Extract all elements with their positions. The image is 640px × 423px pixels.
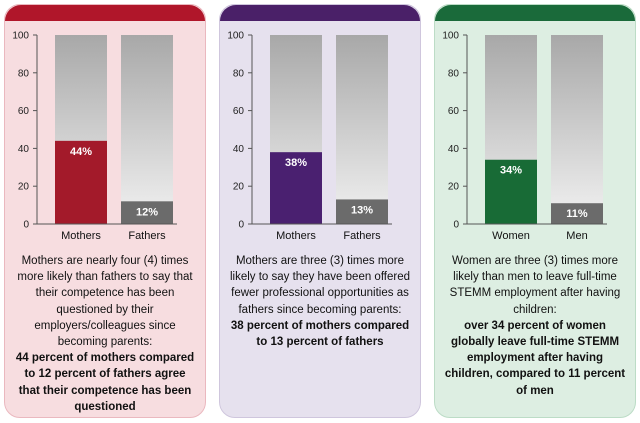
y-tick-label: 0 <box>453 220 459 231</box>
bar-fathers <box>336 199 388 224</box>
bar-value-label: 12% <box>136 206 158 218</box>
y-tick-label: 40 <box>448 144 460 155</box>
y-tick-label: 80 <box>448 68 460 79</box>
caption-highlight: 38 percent of mothers compared to 13 per… <box>230 319 410 349</box>
bar-fathers <box>121 201 173 224</box>
category-label: Mothers <box>61 230 101 242</box>
category-label: Fathers <box>128 230 166 242</box>
panel-top-bar <box>435 5 635 21</box>
bar-value-label: 44% <box>70 146 92 158</box>
y-tick-label: 0 <box>23 220 29 231</box>
category-label: Fathers <box>343 230 381 242</box>
y-tick-label: 0 <box>238 220 244 231</box>
y-tick-label: 20 <box>18 182 30 193</box>
caption-text: Mothers are nearly four (4) times more l… <box>17 255 193 349</box>
caption-highlight: over 34 percent of women globally leave … <box>444 319 626 397</box>
bar-chart: 0 20 40 60 80 100 44% Mothers 12% Fathers <box>12 31 177 242</box>
y-tick-label: 20 <box>233 182 245 193</box>
bar-value-label: 34% <box>500 165 522 177</box>
caption: Mothers are nearly four (4) times more l… <box>13 253 197 415</box>
panel-parents-opportunities: 0 20 40 60 80 100 38% Mothers 13% Fathers Mothers… <box>219 4 421 418</box>
bar-value-label: 11% <box>566 208 588 220</box>
panel-top-bar <box>220 5 420 21</box>
caption: Women are three (3) times more likely th… <box>443 253 627 399</box>
y-tick-label: 100 <box>12 31 29 42</box>
bar-men <box>551 203 603 224</box>
bar-mothers <box>55 140 107 224</box>
background-bar <box>551 35 603 224</box>
bar-value-label: 38% <box>285 157 307 169</box>
category-label: Women <box>492 230 530 242</box>
background-bar <box>336 35 388 224</box>
bar-value-label: 13% <box>351 204 373 216</box>
y-tick-label: 40 <box>18 144 30 155</box>
category-label: Mothers <box>276 230 316 242</box>
y-tick-label: 80 <box>233 68 245 79</box>
caption-text: Women are three (3) times more likely th… <box>449 255 621 316</box>
y-tick-label: 80 <box>18 68 30 79</box>
y-tick-label: 100 <box>227 31 244 42</box>
y-tick-label: 100 <box>442 31 459 42</box>
bar-chart: 0 20 40 60 80 100 34% Women 11% Men <box>442 31 607 242</box>
y-tick-label: 60 <box>448 106 460 117</box>
panel-parents-competence: 0 20 40 60 80 100 44% Mothers 12% Fathers Mothers… <box>4 4 206 418</box>
panel-top-bar <box>5 5 205 21</box>
bar-women <box>485 159 537 224</box>
bar-mothers <box>270 152 322 224</box>
caption-text: Mothers are three (3) times more likely … <box>229 255 411 316</box>
caption-highlight: 44 percent of mothers compared to 12 per… <box>15 352 195 413</box>
y-tick-label: 40 <box>233 144 245 155</box>
caption: Mothers are three (3) times more likely … <box>228 253 412 350</box>
bar-chart: 0 20 40 60 80 100 38% Mothers 13% Fathers <box>227 31 392 242</box>
panel-stemm-employment: 0 20 40 60 80 100 34% Women 11% Men Women are thr… <box>434 4 636 418</box>
category-label: Men <box>566 230 587 242</box>
background-bar <box>121 35 173 224</box>
y-tick-label: 20 <box>448 182 460 193</box>
y-tick-label: 60 <box>233 106 245 117</box>
y-tick-label: 60 <box>18 106 30 117</box>
